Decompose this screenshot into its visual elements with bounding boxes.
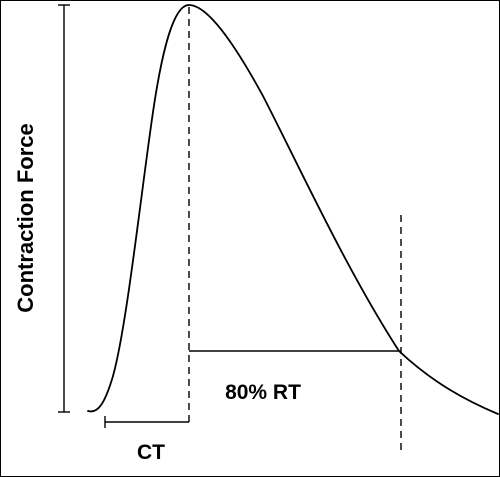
y-axis-label: Contraction Force bbox=[13, 123, 38, 312]
contraction-time-bracket bbox=[104, 416, 189, 428]
relaxation-time-label: 80% RT bbox=[225, 381, 301, 404]
force-scale-bar bbox=[58, 4, 70, 413]
contraction-time-label: CT bbox=[137, 441, 165, 464]
force-curve bbox=[87, 4, 499, 415]
